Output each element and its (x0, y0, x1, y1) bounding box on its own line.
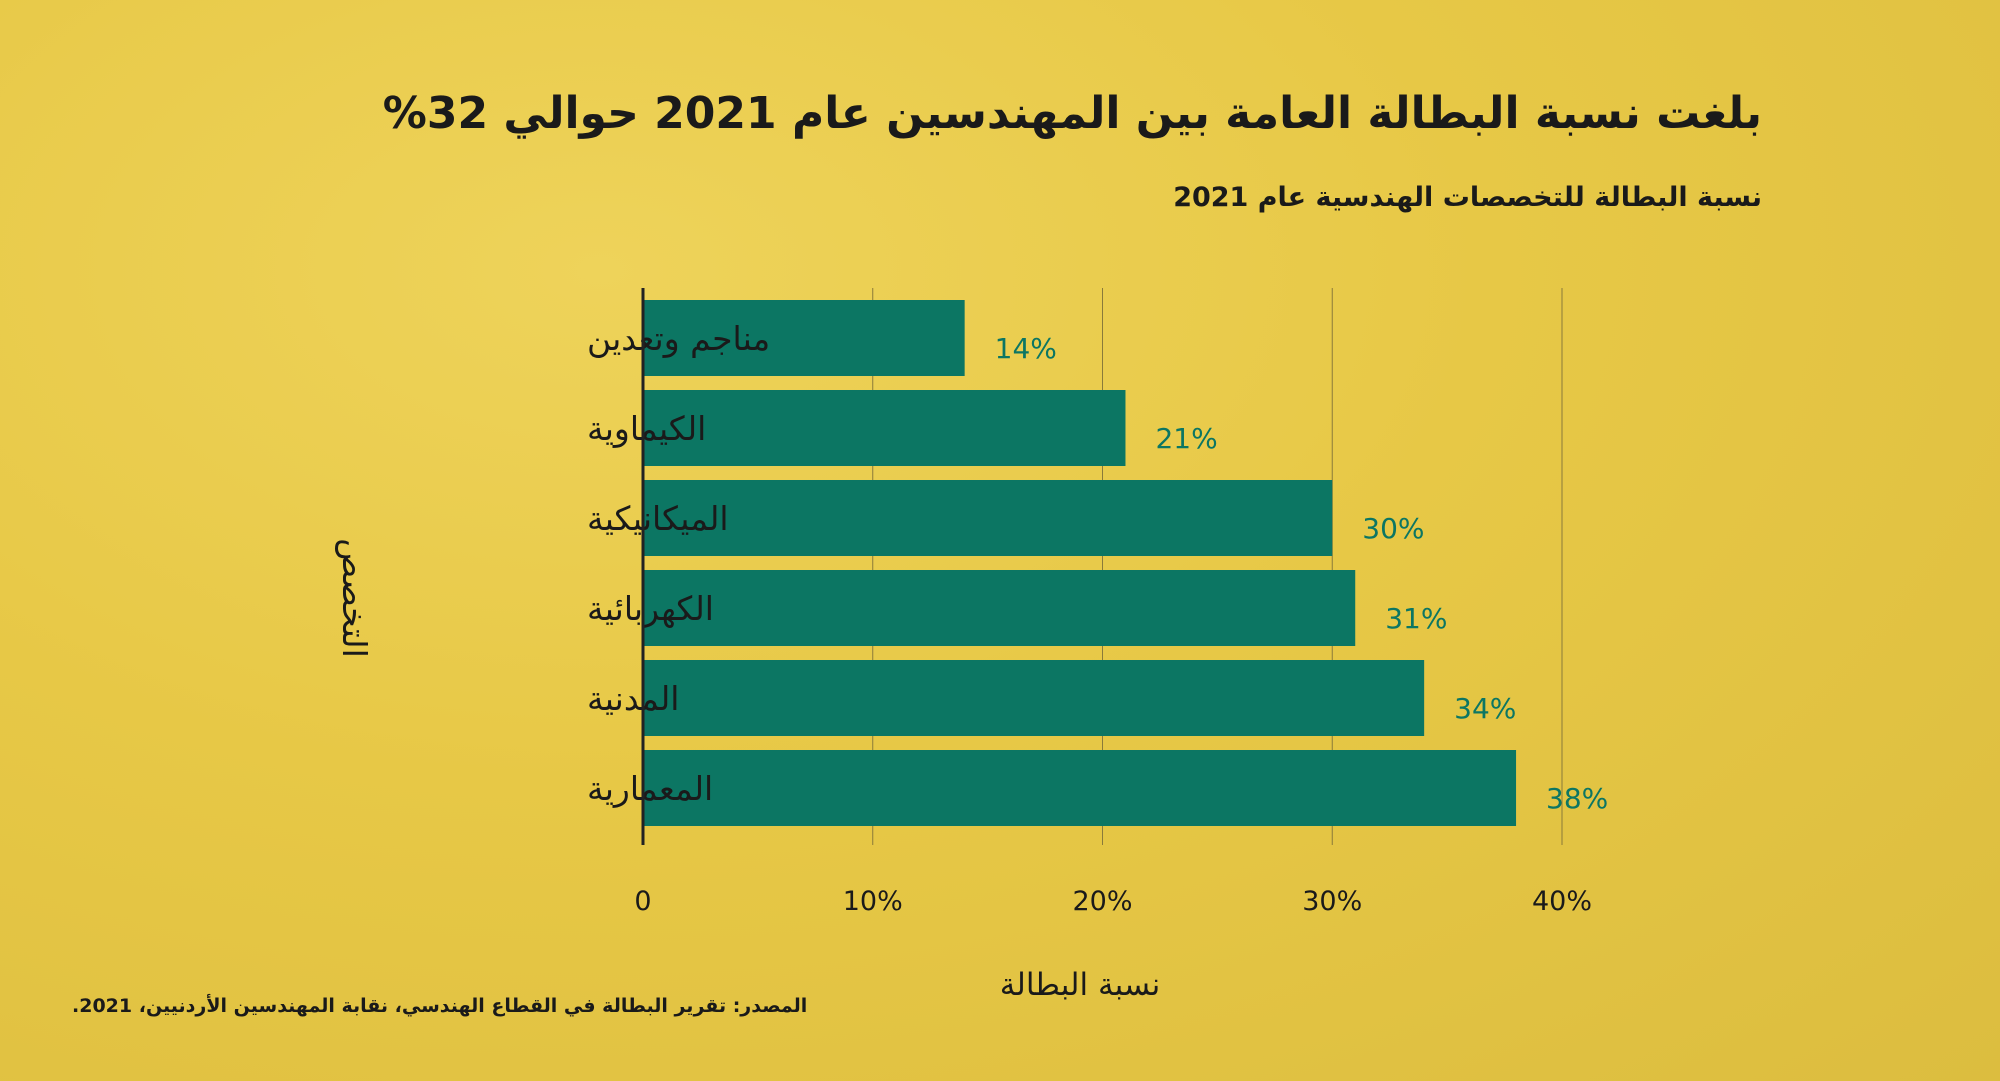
y-tick-label: المعمارية (587, 769, 713, 808)
x-tick-label: 20% (1072, 886, 1132, 917)
source-note: المصدر: تقرير البطالة في القطاع الهندسي،… (72, 995, 808, 1017)
y-tick-label: المدنية (587, 679, 679, 718)
x-tick-label: 30% (1302, 886, 1362, 917)
bar (643, 570, 1356, 646)
y-tick-label: مناجم وتعدين (587, 319, 770, 358)
bar (643, 750, 1517, 826)
data-label: 38% (1546, 782, 1608, 815)
bar (643, 660, 1425, 736)
y-tick-label: الميكانيكية (587, 499, 729, 538)
data-label: 14% (995, 332, 1057, 365)
x-axis-label: نسبة البطالة (1000, 967, 1160, 1003)
y-axis-label: التخصص (334, 538, 374, 658)
x-tick-label: 40% (1532, 886, 1592, 917)
chart-title: بلغت نسبة البطالة العامة بين المهندسين ع… (382, 88, 1762, 139)
y-tick-label: الكهربائية (587, 589, 714, 628)
data-label: 30% (1362, 512, 1424, 545)
data-label: 34% (1454, 692, 1516, 725)
y-tick-label: الكيماوية (587, 409, 706, 448)
bar (643, 480, 1333, 556)
x-tick-label: 10% (843, 886, 903, 917)
data-label: 31% (1385, 602, 1447, 635)
bar (643, 390, 1126, 466)
bar (643, 300, 965, 376)
data-label: 21% (1155, 422, 1217, 455)
x-tick-label: 0 (634, 886, 651, 917)
chart-subtitle: نسبة البطالة للتخصصات الهندسية عام 2021 (1173, 182, 1762, 213)
